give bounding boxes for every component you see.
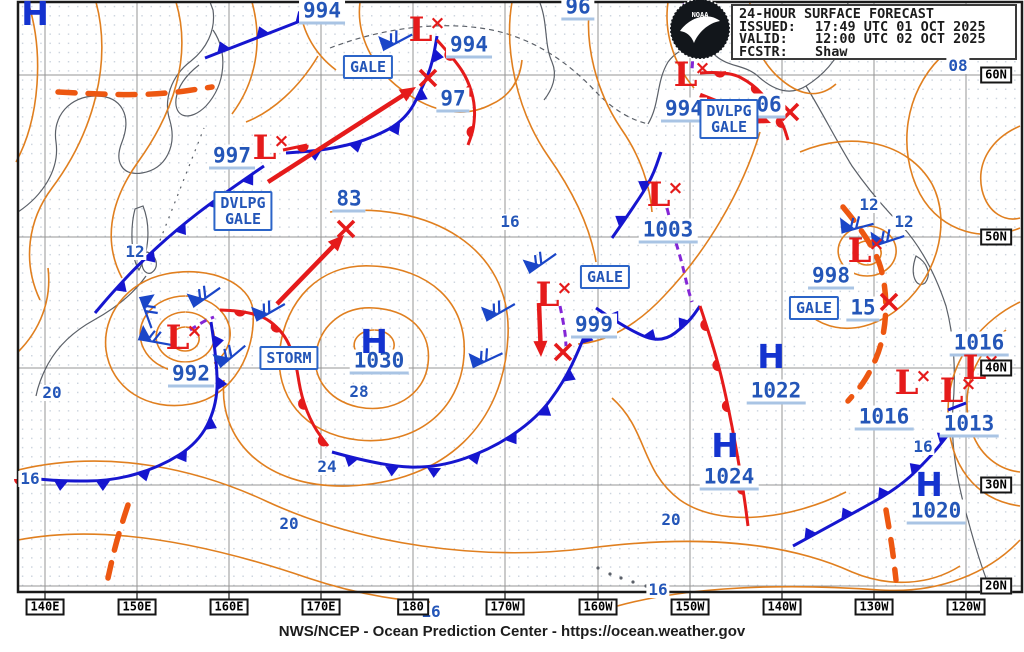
noaa-logo-text: NOAA <box>692 11 710 19</box>
